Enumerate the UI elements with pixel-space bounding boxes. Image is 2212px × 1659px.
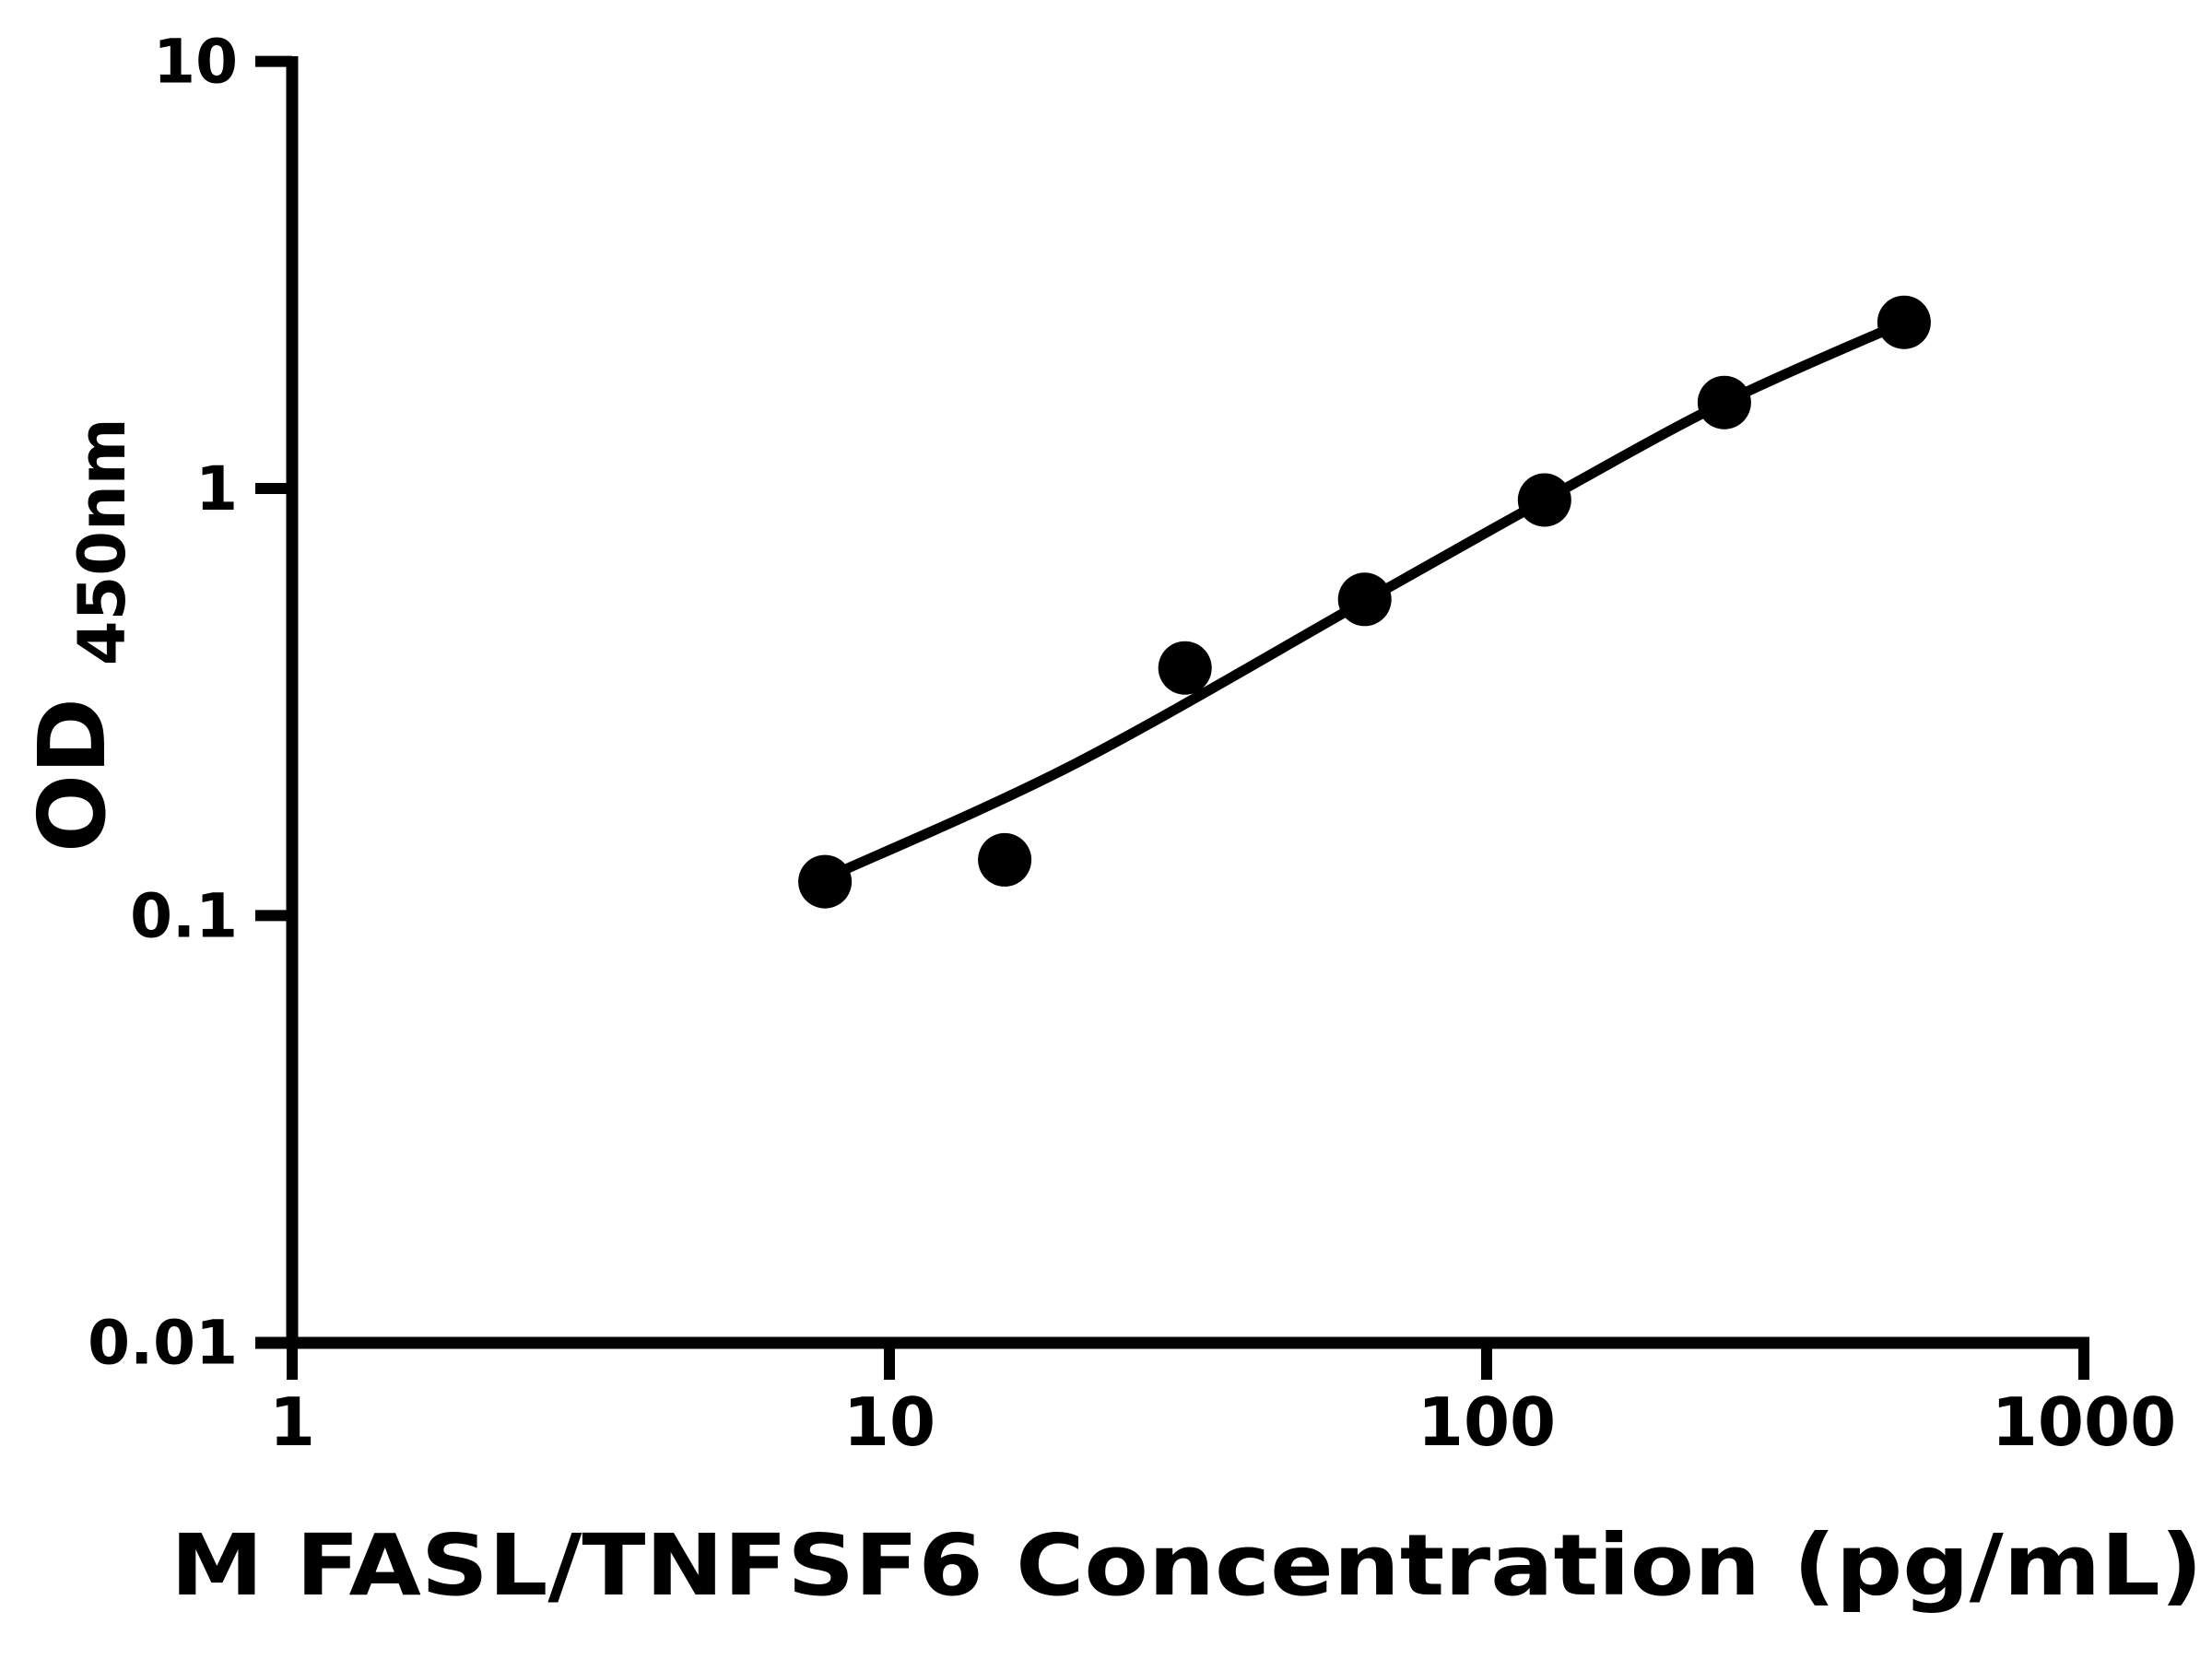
y-tick-label: 0.1 [130, 880, 238, 951]
data-point [798, 854, 853, 909]
plot-area: 10 1 0.1 0.01 1 10 100 1000 [88, 27, 2176, 1461]
data-point [978, 832, 1032, 887]
y-tick-label: 0.01 [88, 1308, 238, 1379]
y-tick-label: 1 [195, 453, 238, 524]
x-tick-label: 1000 [1992, 1383, 2176, 1461]
data-point [1158, 641, 1212, 695]
y-axis-title-main: OD [18, 698, 126, 853]
x-tick-label: 10 [843, 1383, 935, 1461]
y-axis-title-subscript: 450nm [65, 418, 140, 665]
x-axis-title: M FASL/TNFSF6 Concentration (pg/mL) [171, 1516, 2203, 1615]
y-tick-label: 10 [153, 27, 238, 98]
x-tick-label: 100 [1418, 1383, 1556, 1461]
data-point [1697, 375, 1751, 429]
y-axis-title: OD 450nm [18, 418, 140, 853]
data-point [1877, 295, 1931, 349]
x-tick-label: 1 [269, 1383, 315, 1461]
data-point [1517, 473, 1571, 527]
data-point [1337, 572, 1392, 627]
